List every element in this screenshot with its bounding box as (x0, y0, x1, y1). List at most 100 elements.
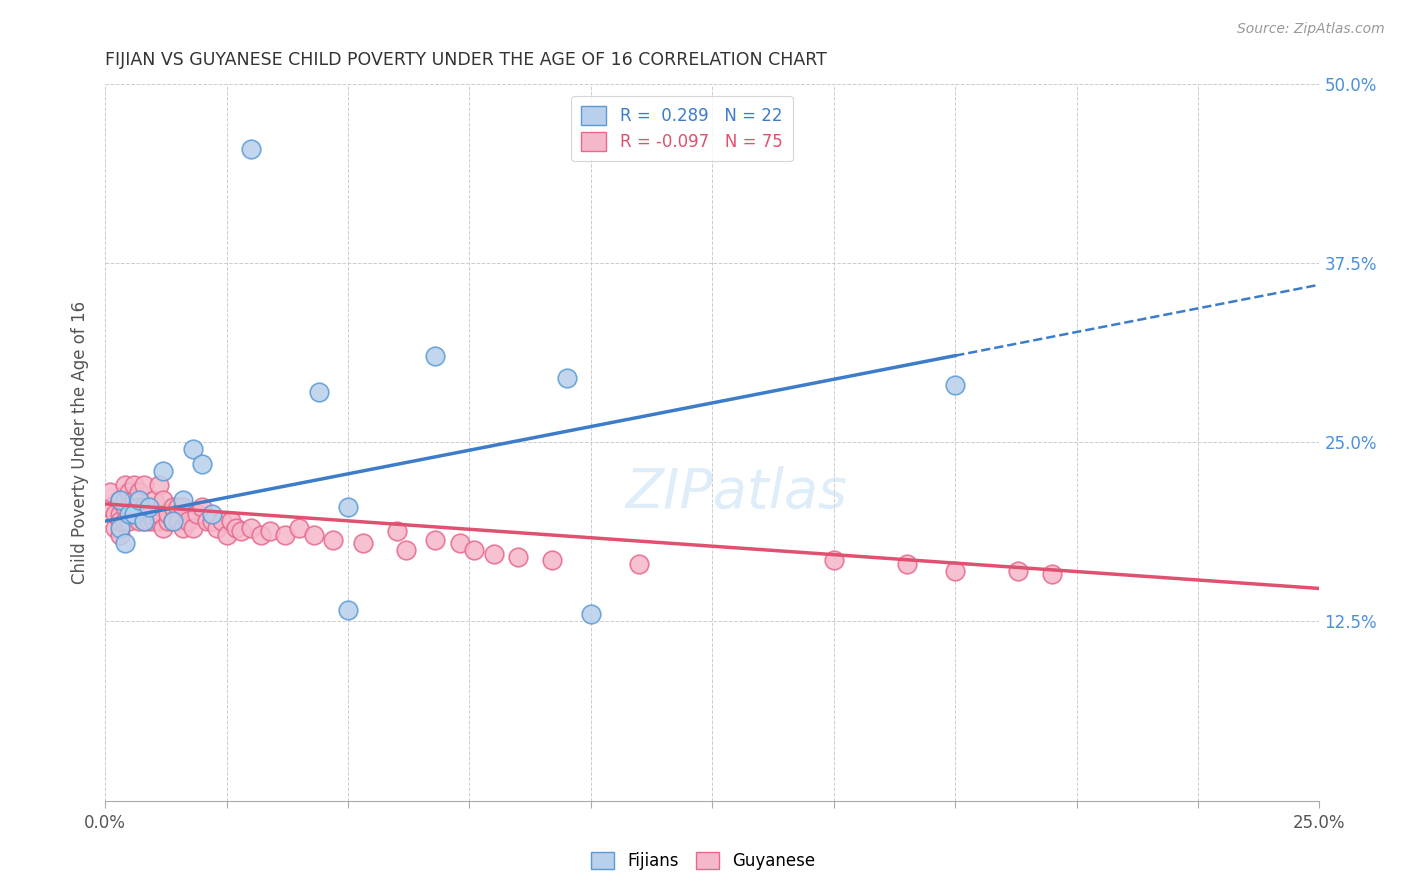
Point (506, 549, 529, 564)
Point (181, 521, 204, 535)
Point (124, 507, 146, 521)
Point (148, 507, 170, 521)
Point (201, 514, 224, 528)
Point (124, 492, 146, 507)
Point (302, 528, 325, 542)
Point (157, 507, 180, 521)
Point (231, 524, 253, 538)
Point (128, 485, 150, 500)
Point (118, 485, 141, 500)
Point (463, 542, 485, 557)
Point (249, 528, 271, 542)
Point (896, 557, 918, 571)
Point (201, 507, 224, 521)
Point (579, 607, 602, 622)
Point (288, 521, 311, 535)
Legend: R =  0.289   N = 22, R = -0.097   N = 75: R = 0.289 N = 22, R = -0.097 N = 75 (571, 96, 793, 161)
Point (215, 528, 238, 542)
Point (142, 492, 165, 507)
Point (132, 478, 155, 492)
Point (114, 514, 136, 528)
Point (628, 557, 651, 571)
Point (124, 507, 146, 521)
Point (205, 521, 228, 535)
Point (1040, 567, 1063, 582)
Point (1007, 564, 1029, 578)
Point (191, 500, 214, 514)
Point (177, 514, 200, 528)
Point (555, 371, 578, 385)
Point (167, 500, 190, 514)
Point (108, 521, 131, 535)
Point (308, 385, 330, 400)
Point (128, 492, 150, 507)
Point (152, 492, 174, 507)
Point (128, 500, 150, 514)
Point (132, 514, 155, 528)
Point (138, 500, 160, 514)
Point (148, 478, 170, 492)
Legend: Fijians, Guyanese: Fijians, Guyanese (583, 845, 823, 877)
Point (132, 514, 155, 528)
Text: FIJIAN VS GUYANESE CHILD POVERTY UNDER THE AGE OF 16 CORRELATION CHART: FIJIAN VS GUYANESE CHILD POVERTY UNDER T… (105, 51, 827, 69)
Point (322, 533, 344, 547)
Point (425, 349, 447, 363)
Point (221, 514, 243, 528)
Point (148, 514, 170, 528)
Point (114, 478, 136, 492)
Point (181, 442, 204, 457)
Point (114, 492, 136, 507)
Point (172, 500, 194, 514)
Point (191, 457, 214, 471)
Point (118, 500, 141, 514)
Point (274, 528, 297, 542)
Point (167, 514, 190, 528)
Point (239, 142, 262, 156)
Point (108, 507, 131, 521)
Point (138, 507, 160, 521)
Point (425, 533, 447, 547)
Point (152, 464, 174, 478)
Point (162, 500, 184, 514)
Point (385, 524, 408, 538)
Point (823, 553, 845, 567)
Point (128, 514, 150, 528)
Point (541, 553, 564, 567)
Text: ZIPatlas: ZIPatlas (626, 466, 848, 519)
Point (142, 514, 165, 528)
Point (259, 524, 281, 538)
Point (138, 514, 160, 528)
Point (108, 492, 131, 507)
Point (108, 514, 131, 528)
Point (108, 528, 131, 542)
Point (152, 521, 174, 535)
Point (211, 514, 233, 528)
Point (195, 514, 218, 528)
Point (132, 500, 155, 514)
Point (108, 492, 131, 507)
Point (337, 603, 360, 617)
Point (172, 521, 194, 535)
Point (104, 507, 127, 521)
Point (114, 500, 136, 514)
Point (482, 547, 505, 561)
Point (352, 535, 374, 549)
Point (104, 521, 127, 535)
Point (162, 514, 184, 528)
Point (172, 492, 194, 507)
Point (124, 478, 146, 492)
Point (114, 535, 136, 549)
Point (162, 514, 184, 528)
Point (98, 500, 121, 514)
Point (337, 500, 360, 514)
Text: Source: ZipAtlas.com: Source: ZipAtlas.com (1237, 22, 1385, 37)
Point (943, 564, 966, 578)
Point (225, 521, 247, 535)
Point (98, 485, 121, 500)
Point (118, 507, 141, 521)
Point (395, 542, 418, 557)
Point (118, 514, 141, 528)
Point (157, 514, 180, 528)
Y-axis label: Child Poverty Under the Age of 16: Child Poverty Under the Age of 16 (72, 301, 89, 584)
Point (449, 535, 471, 549)
